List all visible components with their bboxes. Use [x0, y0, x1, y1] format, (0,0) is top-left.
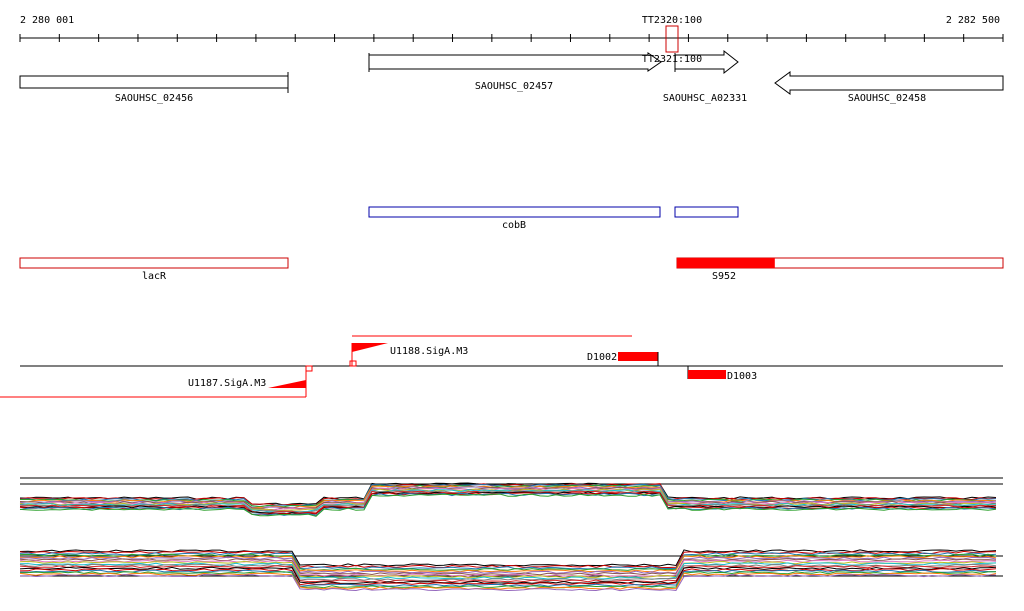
expression-profile-line — [19, 571, 997, 589]
promoter-u1188-label: U1188.SigA.M3 — [390, 346, 468, 357]
expression-profile-line — [19, 566, 997, 584]
coordinate-ruler: 2 280 001 2 282 500 TT2320:100 — [19, 15, 1004, 53]
gene-saouhsc-02457-label: SAOUHSC_02457 — [475, 81, 553, 92]
gene-saouhsc-02458-label: SAOUHSC_02458 — [848, 93, 926, 104]
feature-s952-fill — [677, 258, 775, 268]
operon-small-box[interactable] — [674, 206, 739, 218]
promoter-u1187-flag[interactable] — [268, 380, 306, 388]
expression-track-upper — [19, 477, 1003, 517]
ruler-start-label: 2 280 001 — [20, 15, 74, 26]
expression-profile-line — [19, 552, 997, 570]
expression-profile-line — [19, 483, 997, 507]
ruler-end-label: 2 282 500 — [946, 15, 1000, 26]
expression-profile-line — [19, 565, 997, 583]
expression-track-lower — [19, 549, 1003, 592]
promoter-u1187-label: U1187.SigA.M3 — [188, 378, 266, 389]
operon-track: cobB — [368, 206, 739, 231]
terminator-d1003-box[interactable] — [688, 370, 726, 379]
position-marker-label: TT2320:100 — [642, 15, 702, 26]
feature-track: lacR S952 — [19, 257, 1004, 282]
promoter-u1187-tick — [305, 365, 313, 372]
expression-profile-line — [19, 563, 997, 582]
position-marker-box[interactable] — [665, 25, 679, 53]
expression-profile-line — [19, 572, 997, 590]
gene-saouhsc-a02331-label: SAOUHSC_A02331 — [663, 93, 747, 104]
feature-lacr-box[interactable] — [19, 257, 289, 269]
promoter-u1188-tick — [349, 360, 357, 367]
terminator-d1002-label: D1002 — [587, 352, 617, 363]
gene-saouhsc-02456-box[interactable] — [19, 75, 289, 89]
gene-saouhsc-02456-label: SAOUHSC_02456 — [115, 93, 193, 104]
gene-saouhsc-02457-arrow[interactable] — [368, 52, 662, 72]
expression-profile-line — [19, 556, 997, 574]
terminator-d1003-label: D1003 — [727, 371, 757, 382]
promoter-u1188-flag[interactable] — [352, 343, 388, 352]
gene-saouhsc-02458-arrow[interactable] — [774, 71, 1004, 95]
expression-profile-line — [19, 555, 997, 573]
regulatory-track: U1188.SigA.M3 D1002 D1003 U1187.SigA.M3 — [0, 335, 1003, 398]
operon-cobb-label: cobB — [502, 220, 526, 231]
tss-label: TT2321:100 — [642, 54, 702, 65]
expression-profile-line — [19, 490, 997, 513]
gene-saouhsc-a02331-arrow[interactable] — [674, 49, 739, 75]
expression-profile-line — [20, 484, 997, 508]
terminator-d1002-box[interactable] — [618, 352, 658, 361]
ruler-ticks — [19, 34, 1004, 42]
gene-track: SAOUHSC_02456 SAOUHSC_02457 TT2321:100 S… — [19, 49, 1004, 104]
expression-profile-line — [19, 562, 997, 580]
expression-profile-line — [19, 573, 996, 592]
feature-s952-label: S952 — [712, 271, 736, 282]
expression-profile-line — [19, 493, 997, 517]
operon-cobb-box[interactable] — [368, 206, 661, 218]
expression-profile-line — [19, 559, 997, 577]
feature-lacr-label: lacR — [142, 271, 167, 282]
